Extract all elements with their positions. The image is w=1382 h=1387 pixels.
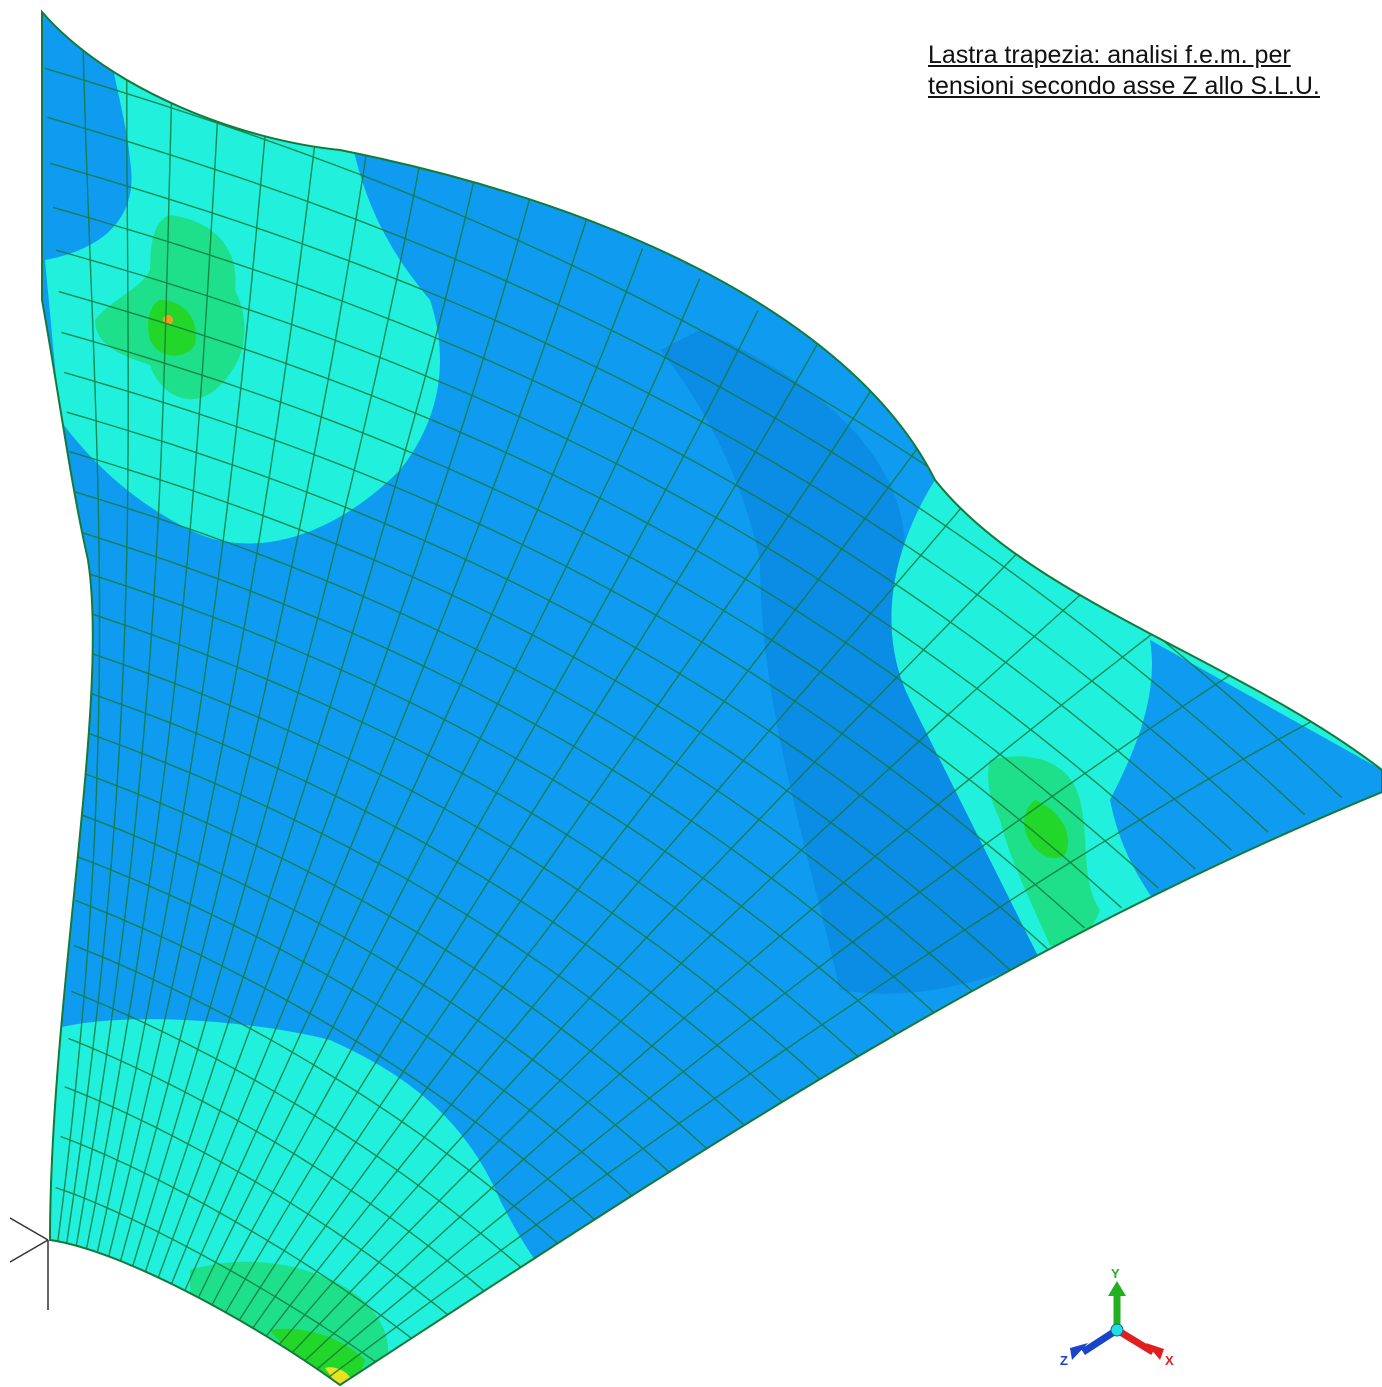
mesh-line-row: [55, 1186, 377, 1363]
y-arrow-head: [1108, 1281, 1126, 1296]
mesh-line-row: [77, 688, 785, 1105]
fem-plate: [41, 9, 1382, 1387]
mesh-line-column: [249, 420, 938, 1333]
mesh-line-row: [58, 290, 1159, 889]
figure-caption: Lastra trapezia: analisi f.e.m. per tens…: [928, 40, 1320, 102]
mesh-line-column: [57, 24, 101, 1243]
mesh-line-row: [68, 1037, 485, 1292]
mesh-line-column: [142, 169, 478, 1278]
mesh-line-row: [74, 568, 898, 1036]
mesh-line-row: [64, 371, 1085, 929]
mesh-line-column: [194, 278, 701, 1304]
mesh-line-row: [78, 770, 709, 1151]
mesh-line-column: [65, 38, 129, 1246]
mesh-line-column: [75, 54, 174, 1249]
triad-origin: [1110, 1323, 1124, 1337]
z-axis-label: Z: [1060, 1353, 1068, 1368]
mesh-line-row: [50, 162, 1269, 833]
mesh-line-row: [75, 899, 597, 1222]
mesh-line-row: [60, 1135, 413, 1339]
peak-stress-spot-right: [1024, 800, 1069, 859]
mid-stress-region-bottom: [50, 1019, 560, 1385]
x-arrow-head: [1146, 1343, 1164, 1360]
x-axis-label: X: [1165, 1353, 1174, 1368]
mesh-line-column: [181, 248, 644, 1297]
mesh-line-row: [73, 944, 559, 1245]
mesh-line-column: [168, 220, 587, 1291]
mesh-line-column: [208, 310, 759, 1311]
z-axis-arrow: [1081, 1327, 1119, 1355]
mesh-line-row: [64, 1086, 449, 1316]
mesh-line-row: [77, 813, 672, 1174]
mesh-line-column: [221, 344, 818, 1319]
mesh-line-row: [55, 249, 1196, 870]
fem-mesh: [44, 24, 1343, 1379]
mesh-line-column: [289, 555, 1125, 1356]
mesh-line-row: [66, 411, 1048, 950]
support-symbol: [9, 1217, 49, 1310]
mesh-line-column: [302, 606, 1188, 1364]
mesh-line-column: [235, 381, 878, 1326]
mesh-line-column: [95, 87, 270, 1257]
axis-triad: Y X Z: [1060, 1266, 1174, 1368]
z-arrow-head: [1070, 1343, 1088, 1360]
mesh-line-column: [106, 106, 321, 1262]
mid-stress-region-top: [45, 40, 440, 544]
mesh-line-column: [315, 660, 1252, 1371]
mesh-line-row: [61, 331, 1122, 909]
mesh-line-row: [71, 490, 973, 992]
caption-line-2: tensioni secondo asse Z allo S.L.U.: [928, 72, 1320, 100]
caption-line-1: Lastra trapezia: analisi f.e.m. per: [928, 41, 1291, 69]
mesh-line-row: [73, 529, 936, 1014]
mesh-line-row: [76, 608, 860, 1059]
mesh-line-row: [78, 729, 747, 1128]
x-axis-arrow: [1115, 1327, 1155, 1355]
mesh-line-column: [276, 507, 1062, 1349]
y-axis-label: Y: [1111, 1266, 1120, 1281]
mesh-line-row: [47, 116, 1306, 816]
mesh-line-column: [130, 147, 424, 1273]
mesh-line-column: [155, 194, 532, 1284]
mesh-line-column: [118, 125, 372, 1267]
stress-contours: [44, 24, 1382, 1385]
mesh-line-row: [71, 990, 522, 1269]
peak-stress-spot-top: [148, 300, 196, 356]
mesh-line-row: [77, 648, 822, 1082]
mesh-line-row: [52, 206, 1233, 851]
mesh-line-row: [68, 450, 1011, 971]
mesh-line-column: [85, 70, 222, 1253]
mesh-line-row: [76, 856, 634, 1198]
plate-outline: [41, 9, 1382, 1387]
mesh-line-column: [327, 718, 1317, 1379]
mesh-line-column: [262, 462, 1000, 1341]
